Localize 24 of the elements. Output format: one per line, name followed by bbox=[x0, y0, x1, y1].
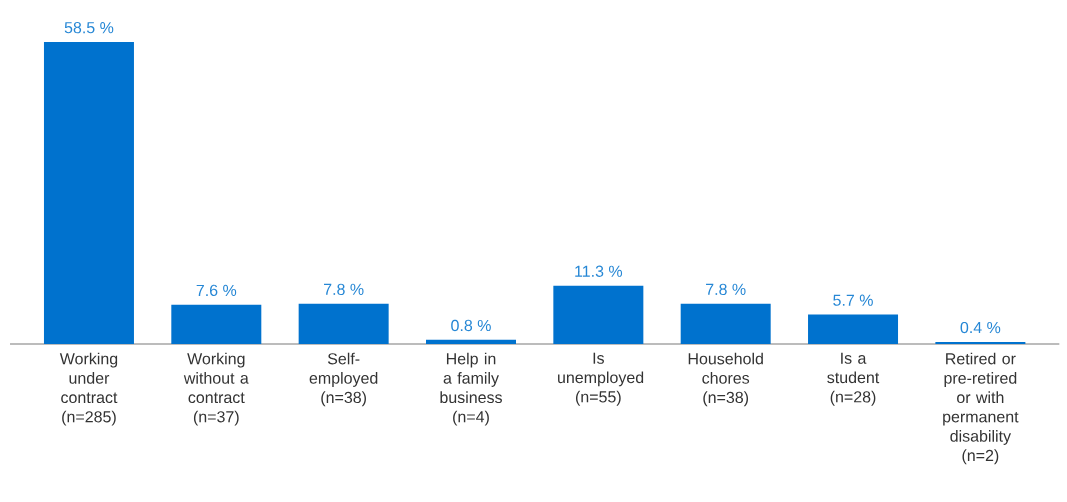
bar bbox=[426, 339, 516, 344]
x-tick-label: Working under contract (n=285) bbox=[59, 352, 118, 426]
data-label: 58.5 % bbox=[64, 21, 114, 34]
x-tick-label: Self-employed (n=38) bbox=[309, 352, 378, 407]
bar bbox=[808, 314, 899, 344]
bar bbox=[298, 303, 389, 344]
data-label: 11.3 % bbox=[575, 265, 623, 277]
bar bbox=[935, 341, 1026, 344]
data-label: 0.8 % bbox=[451, 319, 491, 332]
x-tick-label: Is unemployed (n=55) bbox=[558, 352, 644, 406]
bar bbox=[553, 285, 644, 344]
data-label: 0.4 % bbox=[960, 321, 1001, 334]
data-label: 7.6 % bbox=[196, 284, 237, 297]
x-tick-label: Retired or pre-retired or with permanent disability (n=2) bbox=[943, 352, 1019, 465]
bar bbox=[171, 304, 262, 344]
x-tick-label: Is a student (n=28) bbox=[827, 352, 880, 406]
x-tick-label: Help in a family business (n=4) bbox=[440, 352, 502, 426]
x-tick-label: Working without a contract (n=37) bbox=[183, 352, 249, 426]
data-label: 7.8 % bbox=[324, 283, 364, 295]
data-label: 7.8 % bbox=[706, 283, 746, 295]
bar bbox=[680, 303, 771, 344]
bar bbox=[43, 41, 134, 344]
x-tick-label: Household chores (n=38) bbox=[688, 352, 763, 407]
data-label: 5.7 % bbox=[833, 294, 873, 306]
